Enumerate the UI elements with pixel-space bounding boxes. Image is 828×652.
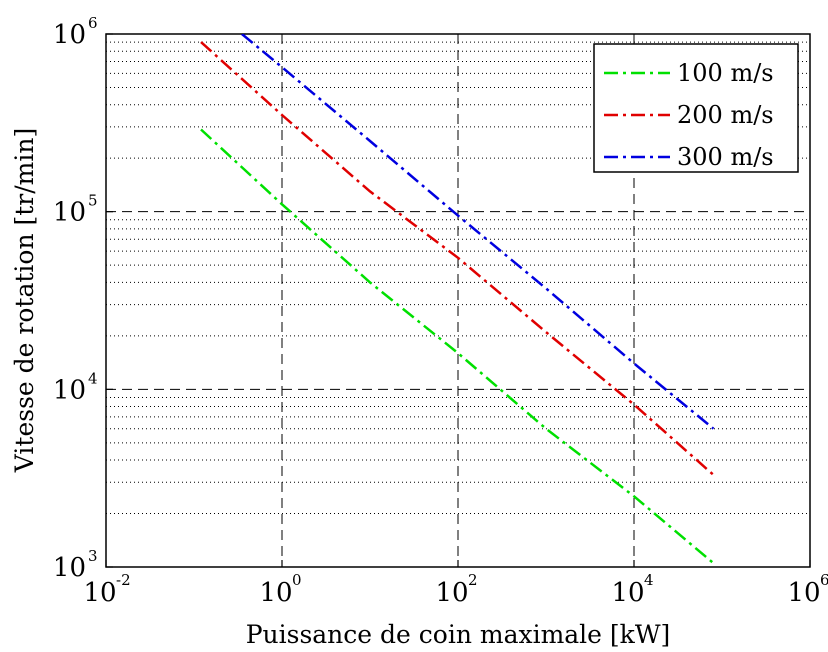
x-tick-label-base: 10 — [787, 578, 820, 608]
x-tick-label-exponent: 2 — [468, 571, 478, 589]
legend-label-200: 200 m/s — [677, 101, 774, 129]
series-line-2 — [200, 41, 715, 476]
series-line-1 — [200, 128, 715, 565]
legend-box — [593, 43, 799, 173]
x-tick-label-exponent: 6 — [820, 571, 828, 589]
series-layer — [200, 34, 715, 565]
legend-label-100: 100 m/s — [677, 59, 774, 87]
y-tick-label-base: 10 — [53, 198, 86, 228]
x-tick-label-base: 10 — [83, 578, 116, 608]
y-tick-label-base: 10 — [53, 553, 86, 583]
x-tick-label-base: 10 — [259, 578, 292, 608]
x-tick-label-base: 10 — [611, 578, 644, 608]
y-tick-label-exponent: 6 — [88, 14, 98, 32]
series-line-3 — [241, 34, 715, 430]
x-tick-label-exponent: 0 — [292, 571, 302, 589]
y-tick-label-base: 10 — [53, 20, 86, 50]
y-tick-label-base: 10 — [53, 375, 86, 405]
plot-frame — [105, 33, 811, 568]
x-tick-labels: 10 -2 10 0 10 2 10 4 10 6 — [83, 571, 828, 608]
x-tick-label-exponent: 4 — [644, 571, 654, 589]
x-tick-label-exponent: -2 — [116, 571, 131, 589]
legend: 100 m/s 200 m/s 300 m/s — [593, 43, 799, 173]
y-tick-label-exponent: 5 — [88, 192, 98, 210]
y-tick-label-exponent: 3 — [88, 547, 98, 565]
legend-label-300: 300 m/s — [677, 143, 774, 171]
y-tick-label-exponent: 4 — [88, 369, 98, 387]
x-axis-label: Puissance de coin maximale [kW] — [246, 620, 671, 649]
x-tick-label-base: 10 — [435, 578, 468, 608]
y-axis-label: Vitesse de rotation [tr/min] — [10, 128, 39, 473]
